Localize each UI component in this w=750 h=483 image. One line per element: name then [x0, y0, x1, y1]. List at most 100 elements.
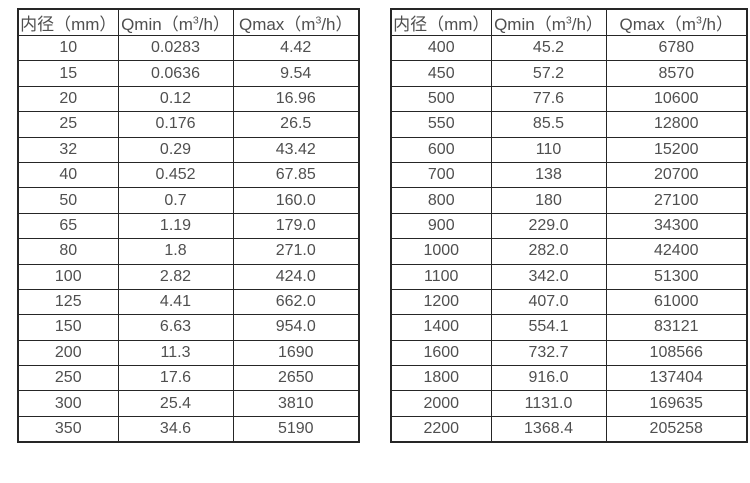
table-row: 700 138 20700	[390, 161, 748, 189]
qmax-cell: 954.0	[232, 314, 360, 341]
qmin-cell: 1368.4	[490, 415, 607, 443]
diameter-cell: 250	[17, 365, 119, 392]
qmax-cell: 12800	[605, 111, 748, 138]
table-row: 400 45.2 6780	[390, 34, 748, 62]
table-row: 1100 342.0 51300	[390, 263, 748, 290]
flow-table-large-diameter: 内径（mm） Qmin（m3/h） Qmax（m3/h） 400 45.2 6780 450…	[390, 8, 748, 443]
diameter-cell: 2200	[390, 415, 492, 443]
table-row: 80 1.8 271.0	[17, 238, 360, 265]
qmax-cell: 205258	[605, 415, 748, 443]
column-header-diameter: 内径（mm）	[390, 8, 492, 36]
table-row: 450 57.2 8570	[390, 60, 748, 87]
diameter-cell: 25	[17, 111, 119, 138]
table-row: 2000 1131.0 169635	[390, 390, 748, 417]
qmin-cell: 0.12	[117, 85, 234, 113]
diameter-cell: 15	[17, 60, 119, 87]
diameter-cell: 450	[390, 60, 492, 87]
table-row: 65 1.19 179.0	[17, 212, 360, 240]
superscript: 3	[695, 14, 702, 27]
qmax-cell: 67.85	[232, 161, 360, 189]
diameter-cell: 80	[17, 238, 119, 265]
diameter-cell: 50	[17, 187, 119, 214]
diameter-cell: 40	[17, 161, 119, 189]
qmax-cell: 1690	[232, 339, 360, 367]
table-row: 15 0.0636 9.54	[17, 60, 360, 87]
header-row: 内径（mm） Qmin（m3/h） Qmax（m3/h）	[17, 8, 360, 36]
qmin-cell: 4.41	[117, 288, 234, 316]
diameter-cell: 10	[17, 34, 119, 62]
table-row: 1800 916.0 137404	[390, 365, 748, 392]
qmax-cell: 16.96	[232, 85, 360, 113]
qmin-cell: 6.63	[117, 314, 234, 341]
qmin-cell: 77.6	[490, 85, 607, 113]
diameter-cell: 65	[17, 212, 119, 240]
diameter-cell: 1200	[390, 288, 492, 316]
table-row: 10 0.0283 4.42	[17, 34, 360, 62]
table-row: 1600 732.7 108566	[390, 339, 748, 367]
diameter-cell: 20	[17, 85, 119, 113]
diameter-cell: 1800	[390, 365, 492, 392]
qmin-cell: 0.7	[117, 187, 234, 214]
qmax-cell: 5190	[232, 415, 360, 443]
qmax-cell: 137404	[605, 365, 748, 392]
qmax-cell: 8570	[605, 60, 748, 87]
diameter-cell: 550	[390, 111, 492, 138]
qmax-cell: 6780	[605, 34, 748, 62]
superscript: 3	[565, 14, 572, 27]
table-row: 600 110 15200	[390, 136, 748, 163]
diameter-cell: 600	[390, 136, 492, 163]
qmin-cell: 57.2	[490, 60, 607, 87]
qmin-cell: 85.5	[490, 111, 607, 138]
qmax-cell: 2650	[232, 365, 360, 392]
table-row: 100 2.82 424.0	[17, 263, 360, 290]
table-row: 50 0.7 160.0	[17, 187, 360, 214]
table-row: 1000 282.0 42400	[390, 238, 748, 265]
superscript: 3	[315, 14, 322, 27]
flow-table-small-diameter: 内径（mm） Qmin（m3/h） Qmax（m3/h） 10 0.0283 4.42 15…	[17, 8, 360, 443]
qmin-cell: 732.7	[490, 339, 607, 367]
table-row: 40 0.452 67.85	[17, 161, 360, 189]
qmin-cell: 0.29	[117, 136, 234, 163]
qmin-cell: 229.0	[490, 212, 607, 240]
qmin-cell: 0.0283	[117, 34, 234, 62]
table-row: 32 0.29 43.42	[17, 136, 360, 163]
qmin-cell: 1.19	[117, 212, 234, 240]
table-row: 1200 407.0 61000	[390, 288, 748, 316]
diameter-cell: 150	[17, 314, 119, 341]
table-row: 250 17.6 2650	[17, 365, 360, 392]
diameter-cell: 32	[17, 136, 119, 163]
diameter-cell: 900	[390, 212, 492, 240]
qmax-cell: 108566	[605, 339, 748, 367]
qmax-cell: 20700	[605, 161, 748, 189]
qmax-cell: 10600	[605, 85, 748, 113]
qmax-cell: 169635	[605, 390, 748, 417]
diameter-cell: 700	[390, 161, 492, 189]
qmax-cell: 43.42	[232, 136, 360, 163]
table-row: 2200 1368.4 205258	[390, 415, 748, 443]
qmin-cell: 138	[490, 161, 607, 189]
qmax-cell: 51300	[605, 263, 748, 290]
table-row: 150 6.63 954.0	[17, 314, 360, 341]
column-header-diameter: 内径（mm）	[17, 8, 119, 36]
qmin-cell: 180	[490, 187, 607, 214]
table-row: 300 25.4 3810	[17, 390, 360, 417]
table-row: 1400 554.1 83121	[390, 314, 748, 341]
column-header-qmin: Qmin（m3/h）	[117, 8, 234, 36]
header-row: 内径（mm） Qmin（m3/h） Qmax（m3/h）	[390, 8, 748, 36]
qmin-cell: 1131.0	[490, 390, 607, 417]
diameter-cell: 350	[17, 415, 119, 443]
qmin-cell: 407.0	[490, 288, 607, 316]
column-header-qmin: Qmin（m3/h）	[490, 8, 607, 36]
table-row: 350 34.6 5190	[17, 415, 360, 443]
diameter-cell: 500	[390, 85, 492, 113]
qmax-cell: 4.42	[232, 34, 360, 62]
qmin-cell: 25.4	[117, 390, 234, 417]
qmax-cell: 26.5	[232, 111, 360, 138]
diameter-cell: 300	[17, 390, 119, 417]
diameter-cell: 1400	[390, 314, 492, 341]
qmin-cell: 342.0	[490, 263, 607, 290]
diameter-cell: 2000	[390, 390, 492, 417]
qmin-cell: 1.8	[117, 238, 234, 265]
diameter-cell: 800	[390, 187, 492, 214]
